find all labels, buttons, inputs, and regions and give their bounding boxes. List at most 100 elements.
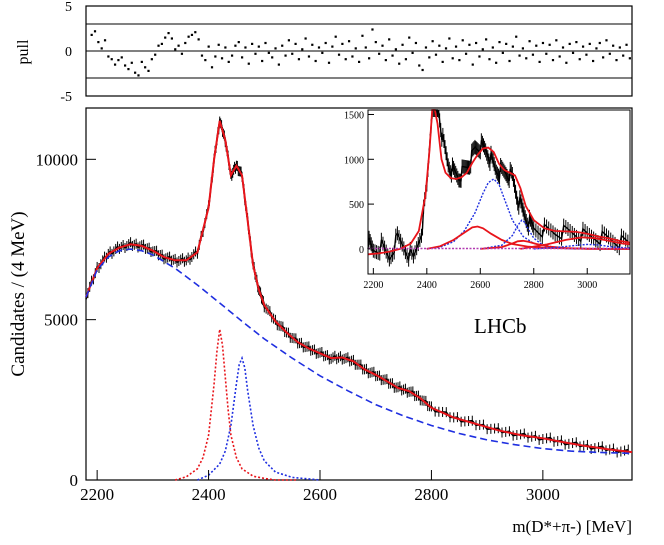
pull-point <box>100 47 103 50</box>
pull-point <box>257 45 260 48</box>
pull-point <box>144 66 147 69</box>
pull-point <box>294 42 297 45</box>
pull-point <box>408 36 411 39</box>
pull-point <box>561 46 565 49</box>
pull-point <box>622 54 625 57</box>
pull-point <box>468 43 471 46</box>
pull-point <box>541 41 545 45</box>
inset-frame <box>367 109 631 275</box>
inset-ytick-label: 1000 <box>344 155 364 166</box>
pull-point <box>585 53 588 56</box>
pull-point <box>511 45 514 48</box>
inset-ytick-label: 500 <box>349 200 364 211</box>
pull-point <box>475 41 478 45</box>
main-frame <box>85 107 633 481</box>
pull-point <box>177 44 180 47</box>
pull-point <box>274 47 277 50</box>
inset-series-fit-total <box>367 109 631 256</box>
inset-ytick-label: 0 <box>359 245 364 256</box>
pull-point <box>200 54 204 57</box>
pull-point <box>90 33 93 36</box>
pull-panel: -5 0 5 pull <box>15 0 633 105</box>
pull-point <box>264 41 267 45</box>
inset-xtick-label: 2600 <box>470 280 490 291</box>
pull-point <box>464 52 468 55</box>
pull-point <box>374 41 377 44</box>
pull-point <box>508 59 511 63</box>
pull-point <box>444 47 448 50</box>
pull-point <box>394 48 397 51</box>
pull-point <box>521 47 524 50</box>
pull-point <box>157 44 160 47</box>
inset-xtick-label: 3000 <box>577 280 597 291</box>
pull-point <box>401 43 404 46</box>
pull-point <box>598 41 601 45</box>
pull-point <box>150 58 153 61</box>
pull-points <box>90 28 631 77</box>
pull-point <box>471 63 474 66</box>
pull-point <box>291 52 294 55</box>
pull-point <box>277 63 280 66</box>
pull-point <box>618 46 621 49</box>
pull-point <box>120 56 123 59</box>
pull-point <box>535 44 538 47</box>
pull-point <box>575 41 578 44</box>
pull-point <box>207 45 210 48</box>
pull-point <box>287 39 290 42</box>
pull-point <box>271 56 274 59</box>
pull-point <box>371 28 374 31</box>
pull-point <box>197 38 200 41</box>
pull-point <box>528 40 531 43</box>
inset-ytick-label: 1500 <box>344 110 364 121</box>
pull-point <box>190 33 194 36</box>
pull-point <box>391 54 394 57</box>
main-y-ticks: 0 5000 10000 <box>36 150 96 490</box>
pull-point <box>137 74 140 77</box>
main-xtick-label: 2200 <box>80 485 114 504</box>
pull-point <box>434 53 438 56</box>
pull-point <box>525 57 528 60</box>
pull-point <box>204 59 207 62</box>
pull-point <box>491 46 494 49</box>
pull-point <box>220 57 224 60</box>
pull-point <box>113 63 117 66</box>
pull-point <box>581 45 585 48</box>
pull-point <box>398 62 401 65</box>
pull-point <box>127 68 130 71</box>
pull-point <box>210 66 214 69</box>
pull-point <box>461 39 464 42</box>
pull-point <box>458 59 461 62</box>
pull-point <box>254 52 257 55</box>
pull-point <box>341 42 344 45</box>
pull-point <box>97 41 100 44</box>
pull-point <box>147 69 150 72</box>
pull-point <box>485 38 488 41</box>
pull-point <box>174 48 177 51</box>
pull-point <box>501 51 504 54</box>
pull-point <box>548 43 551 46</box>
pull-point <box>588 42 591 45</box>
pull-point <box>555 39 558 42</box>
pull-point <box>281 44 284 47</box>
pull-point <box>595 47 598 50</box>
pull-point <box>117 59 120 62</box>
pull-point <box>481 48 484 51</box>
series-d1-2420-component <box>197 355 321 481</box>
pull-point <box>605 39 608 42</box>
pull-point <box>331 45 334 48</box>
pull-point <box>368 57 371 60</box>
series-fit-total <box>85 120 633 454</box>
pull-point <box>170 37 173 40</box>
pull-point <box>592 59 595 63</box>
pull-y-ticks: -5 0 5 <box>60 0 94 105</box>
pull-point <box>344 58 347 61</box>
lhcb-label: LHCb <box>474 314 527 338</box>
pull-point <box>217 43 220 46</box>
pull-point <box>418 64 421 67</box>
inset-panel: 2200 2400 2600 2800 3000 0 500 1000 1500 <box>344 109 631 291</box>
main-ytick-label: 5000 <box>44 311 78 330</box>
pull-ytick-label: 0 <box>65 45 72 60</box>
pull-point <box>180 52 184 55</box>
pull-point <box>110 58 113 61</box>
